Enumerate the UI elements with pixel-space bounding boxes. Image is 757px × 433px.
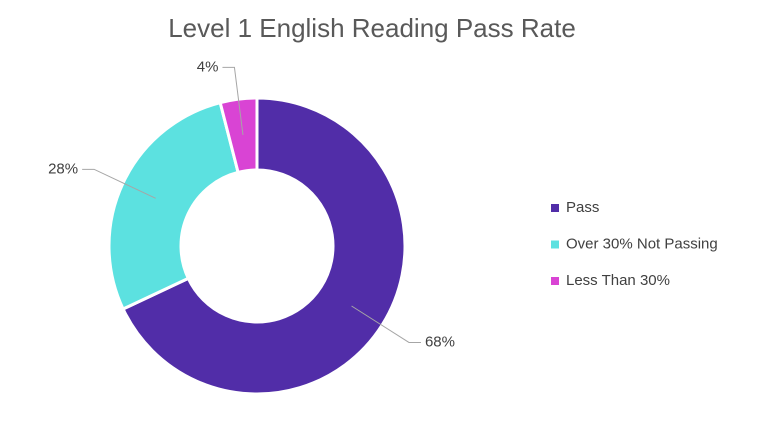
data-label: 4% <box>197 58 219 75</box>
leader-line <box>351 305 421 343</box>
data-label: 68% <box>425 333 455 350</box>
leader-line <box>222 66 244 135</box>
legend-label: Over 30% Not Passing <box>566 235 718 252</box>
data-label: 28% <box>48 160 78 177</box>
leader-line <box>82 168 156 199</box>
legend-marker <box>551 240 559 249</box>
donut-slice <box>121 96 407 396</box>
legend-label: Less Than 30% <box>566 272 670 289</box>
chart-title: Level 1 English Reading Pass Rate <box>168 13 576 43</box>
donut-slice <box>107 100 240 312</box>
donut-slice <box>218 96 259 175</box>
legend-marker <box>551 204 559 212</box>
legend-label: Pass <box>566 199 599 216</box>
legend-marker <box>551 277 559 285</box>
